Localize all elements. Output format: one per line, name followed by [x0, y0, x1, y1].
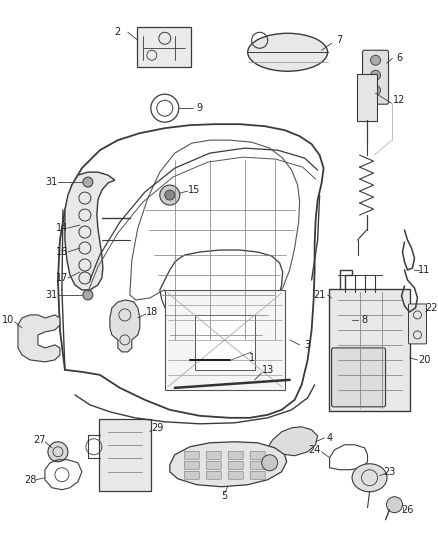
- Text: 16: 16: [56, 247, 68, 257]
- Text: 29: 29: [152, 423, 164, 433]
- Polygon shape: [110, 300, 140, 352]
- FancyBboxPatch shape: [206, 451, 221, 459]
- Circle shape: [261, 455, 278, 471]
- Circle shape: [386, 497, 403, 513]
- Text: 12: 12: [393, 95, 406, 105]
- FancyBboxPatch shape: [250, 461, 265, 469]
- Text: 10: 10: [2, 315, 14, 325]
- Text: 6: 6: [396, 53, 403, 63]
- Text: 20: 20: [418, 355, 431, 365]
- Text: 27: 27: [34, 435, 46, 445]
- FancyBboxPatch shape: [206, 471, 221, 479]
- Circle shape: [48, 442, 68, 462]
- Text: 4: 4: [327, 433, 332, 443]
- FancyBboxPatch shape: [357, 74, 377, 121]
- FancyBboxPatch shape: [206, 461, 221, 469]
- Circle shape: [371, 55, 381, 65]
- Text: 11: 11: [418, 265, 431, 275]
- FancyBboxPatch shape: [195, 315, 254, 370]
- Circle shape: [371, 70, 381, 80]
- FancyBboxPatch shape: [228, 461, 243, 469]
- Text: 15: 15: [187, 185, 200, 195]
- Circle shape: [371, 85, 381, 95]
- FancyBboxPatch shape: [165, 290, 285, 390]
- Text: 31: 31: [46, 177, 58, 187]
- Polygon shape: [170, 442, 286, 487]
- Polygon shape: [268, 427, 318, 456]
- Text: 26: 26: [401, 505, 413, 515]
- FancyBboxPatch shape: [332, 348, 385, 407]
- Text: 2: 2: [115, 27, 121, 37]
- Text: 21: 21: [314, 290, 326, 300]
- Ellipse shape: [352, 464, 387, 492]
- Text: 17: 17: [56, 273, 68, 283]
- Polygon shape: [18, 315, 60, 362]
- FancyBboxPatch shape: [228, 471, 243, 479]
- Text: 28: 28: [24, 475, 36, 484]
- FancyBboxPatch shape: [250, 451, 265, 459]
- Text: 7: 7: [336, 35, 343, 45]
- Circle shape: [165, 190, 175, 200]
- FancyBboxPatch shape: [228, 451, 243, 459]
- Ellipse shape: [248, 33, 328, 71]
- FancyBboxPatch shape: [184, 451, 199, 459]
- FancyBboxPatch shape: [184, 471, 199, 479]
- FancyBboxPatch shape: [184, 461, 199, 469]
- Text: 1: 1: [249, 353, 255, 363]
- Text: 14: 14: [56, 223, 68, 233]
- FancyBboxPatch shape: [363, 50, 389, 104]
- Text: 31: 31: [46, 290, 58, 300]
- Text: 23: 23: [383, 467, 396, 477]
- Circle shape: [160, 185, 180, 205]
- FancyBboxPatch shape: [409, 304, 427, 344]
- Text: 13: 13: [261, 365, 274, 375]
- FancyBboxPatch shape: [328, 289, 410, 411]
- FancyBboxPatch shape: [137, 27, 191, 67]
- FancyBboxPatch shape: [250, 471, 265, 479]
- Text: 8: 8: [361, 315, 367, 325]
- Circle shape: [83, 290, 93, 300]
- Text: 18: 18: [146, 307, 158, 317]
- Text: 3: 3: [304, 340, 311, 350]
- Text: 24: 24: [308, 445, 321, 455]
- Text: 22: 22: [425, 303, 438, 313]
- Text: 9: 9: [197, 103, 203, 113]
- Text: 5: 5: [222, 491, 228, 500]
- Circle shape: [83, 177, 93, 187]
- FancyBboxPatch shape: [99, 419, 151, 491]
- Polygon shape: [65, 172, 115, 290]
